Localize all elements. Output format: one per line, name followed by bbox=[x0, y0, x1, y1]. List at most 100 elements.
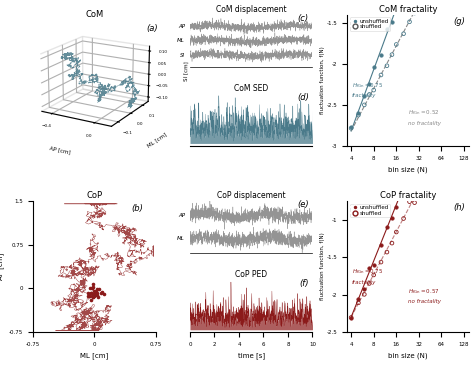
Text: ML: ML bbox=[177, 237, 185, 241]
Text: $H_{\rm fGn}=0.75$: $H_{\rm fGn}=0.75$ bbox=[352, 81, 383, 90]
Point bbox=[456, 44, 464, 50]
Point bbox=[445, 130, 453, 135]
Point bbox=[415, 186, 423, 192]
Title: CoM: CoM bbox=[85, 10, 103, 19]
Point bbox=[392, 42, 400, 47]
Point bbox=[422, 172, 430, 177]
Text: fractality: fractality bbox=[352, 93, 376, 98]
Point bbox=[460, 35, 468, 41]
Point bbox=[90, 293, 97, 299]
Y-axis label: AP [cm]: AP [cm] bbox=[0, 253, 4, 280]
Title: CoM fractality: CoM fractality bbox=[379, 5, 437, 14]
Point bbox=[445, 69, 453, 74]
Point bbox=[411, 151, 419, 157]
Text: (a): (a) bbox=[146, 24, 157, 33]
Point bbox=[347, 315, 355, 320]
Point bbox=[377, 53, 385, 58]
Point bbox=[370, 262, 377, 268]
Text: no fractality: no fractality bbox=[408, 299, 441, 304]
Y-axis label: ML [cm]: ML [cm] bbox=[146, 131, 168, 148]
Title: CoP PED: CoP PED bbox=[235, 270, 267, 279]
Point bbox=[89, 291, 97, 297]
Text: (f): (f) bbox=[299, 279, 309, 288]
Point bbox=[451, 58, 458, 64]
Point bbox=[406, 199, 413, 204]
Point bbox=[400, 31, 407, 36]
Point bbox=[415, 145, 423, 151]
Point bbox=[87, 297, 95, 303]
Title: CoM displacement: CoM displacement bbox=[216, 5, 286, 14]
Point bbox=[456, 110, 464, 115]
Text: $H_{\rm fGn}=0.57$: $H_{\rm fGn}=0.57$ bbox=[408, 287, 439, 296]
Text: $H_{\rm fGn}=0.52$: $H_{\rm fGn}=0.52$ bbox=[408, 108, 439, 117]
Y-axis label: fluctuation function, f(N): fluctuation function, f(N) bbox=[320, 233, 325, 300]
Point bbox=[415, 2, 423, 8]
Text: no fractality: no fractality bbox=[408, 121, 441, 126]
Title: CoM SED: CoM SED bbox=[234, 84, 268, 93]
Point bbox=[460, 99, 468, 105]
Point bbox=[347, 125, 355, 131]
Point bbox=[88, 285, 96, 291]
Point bbox=[411, 200, 419, 205]
Point bbox=[355, 112, 362, 118]
Point bbox=[91, 292, 99, 297]
Point bbox=[355, 300, 362, 306]
Point bbox=[89, 284, 97, 290]
Point bbox=[392, 4, 400, 10]
Point bbox=[365, 92, 373, 97]
Point bbox=[388, 240, 396, 246]
Point bbox=[93, 290, 100, 296]
Point bbox=[95, 286, 103, 292]
Point bbox=[370, 87, 377, 93]
Point bbox=[438, 89, 445, 95]
Point bbox=[438, 145, 445, 151]
X-axis label: bin size (N): bin size (N) bbox=[388, 166, 428, 173]
Point bbox=[428, 111, 436, 117]
Point bbox=[388, 215, 396, 221]
Point bbox=[433, 101, 441, 107]
Point bbox=[84, 290, 91, 296]
Point bbox=[98, 289, 106, 295]
Point bbox=[361, 93, 368, 99]
Point bbox=[347, 124, 355, 130]
Point bbox=[95, 294, 102, 300]
Legend: unshuffled, shuffled: unshuffled, shuffled bbox=[349, 18, 391, 31]
Point bbox=[383, 249, 391, 255]
Point bbox=[87, 291, 94, 296]
Point bbox=[84, 293, 92, 299]
Point bbox=[433, 150, 441, 156]
Point bbox=[383, 224, 391, 230]
Point bbox=[370, 272, 377, 278]
Point bbox=[91, 288, 98, 294]
Point bbox=[392, 229, 400, 235]
Point bbox=[89, 295, 97, 300]
Point bbox=[89, 294, 97, 300]
Point bbox=[365, 280, 373, 286]
Point bbox=[361, 292, 368, 297]
Point bbox=[383, 63, 391, 69]
Point bbox=[93, 286, 101, 292]
Point bbox=[406, 19, 413, 25]
Text: (b): (b) bbox=[132, 204, 144, 214]
Point bbox=[388, 19, 396, 25]
Text: $H_{\rm fGn}=0.75$: $H_{\rm fGn}=0.75$ bbox=[352, 267, 383, 276]
Point bbox=[400, 186, 407, 192]
Text: (d): (d) bbox=[297, 93, 309, 101]
Y-axis label: fluctuation function, f(N): fluctuation function, f(N) bbox=[320, 46, 325, 114]
Point bbox=[377, 242, 385, 247]
X-axis label: time [s]: time [s] bbox=[237, 353, 265, 359]
Point bbox=[92, 288, 100, 293]
Point bbox=[100, 291, 108, 297]
Point bbox=[406, 168, 413, 173]
Point bbox=[89, 281, 97, 287]
Point bbox=[392, 204, 400, 210]
Point bbox=[451, 117, 458, 123]
Text: AP: AP bbox=[178, 213, 185, 218]
Legend: unshuffled, shuffled: unshuffled, shuffled bbox=[349, 204, 391, 217]
Point bbox=[361, 102, 368, 108]
Title: CoP displacement: CoP displacement bbox=[217, 191, 285, 200]
X-axis label: bin size (N): bin size (N) bbox=[388, 353, 428, 359]
Point bbox=[388, 52, 396, 58]
Point bbox=[370, 65, 377, 70]
Point bbox=[428, 158, 436, 164]
